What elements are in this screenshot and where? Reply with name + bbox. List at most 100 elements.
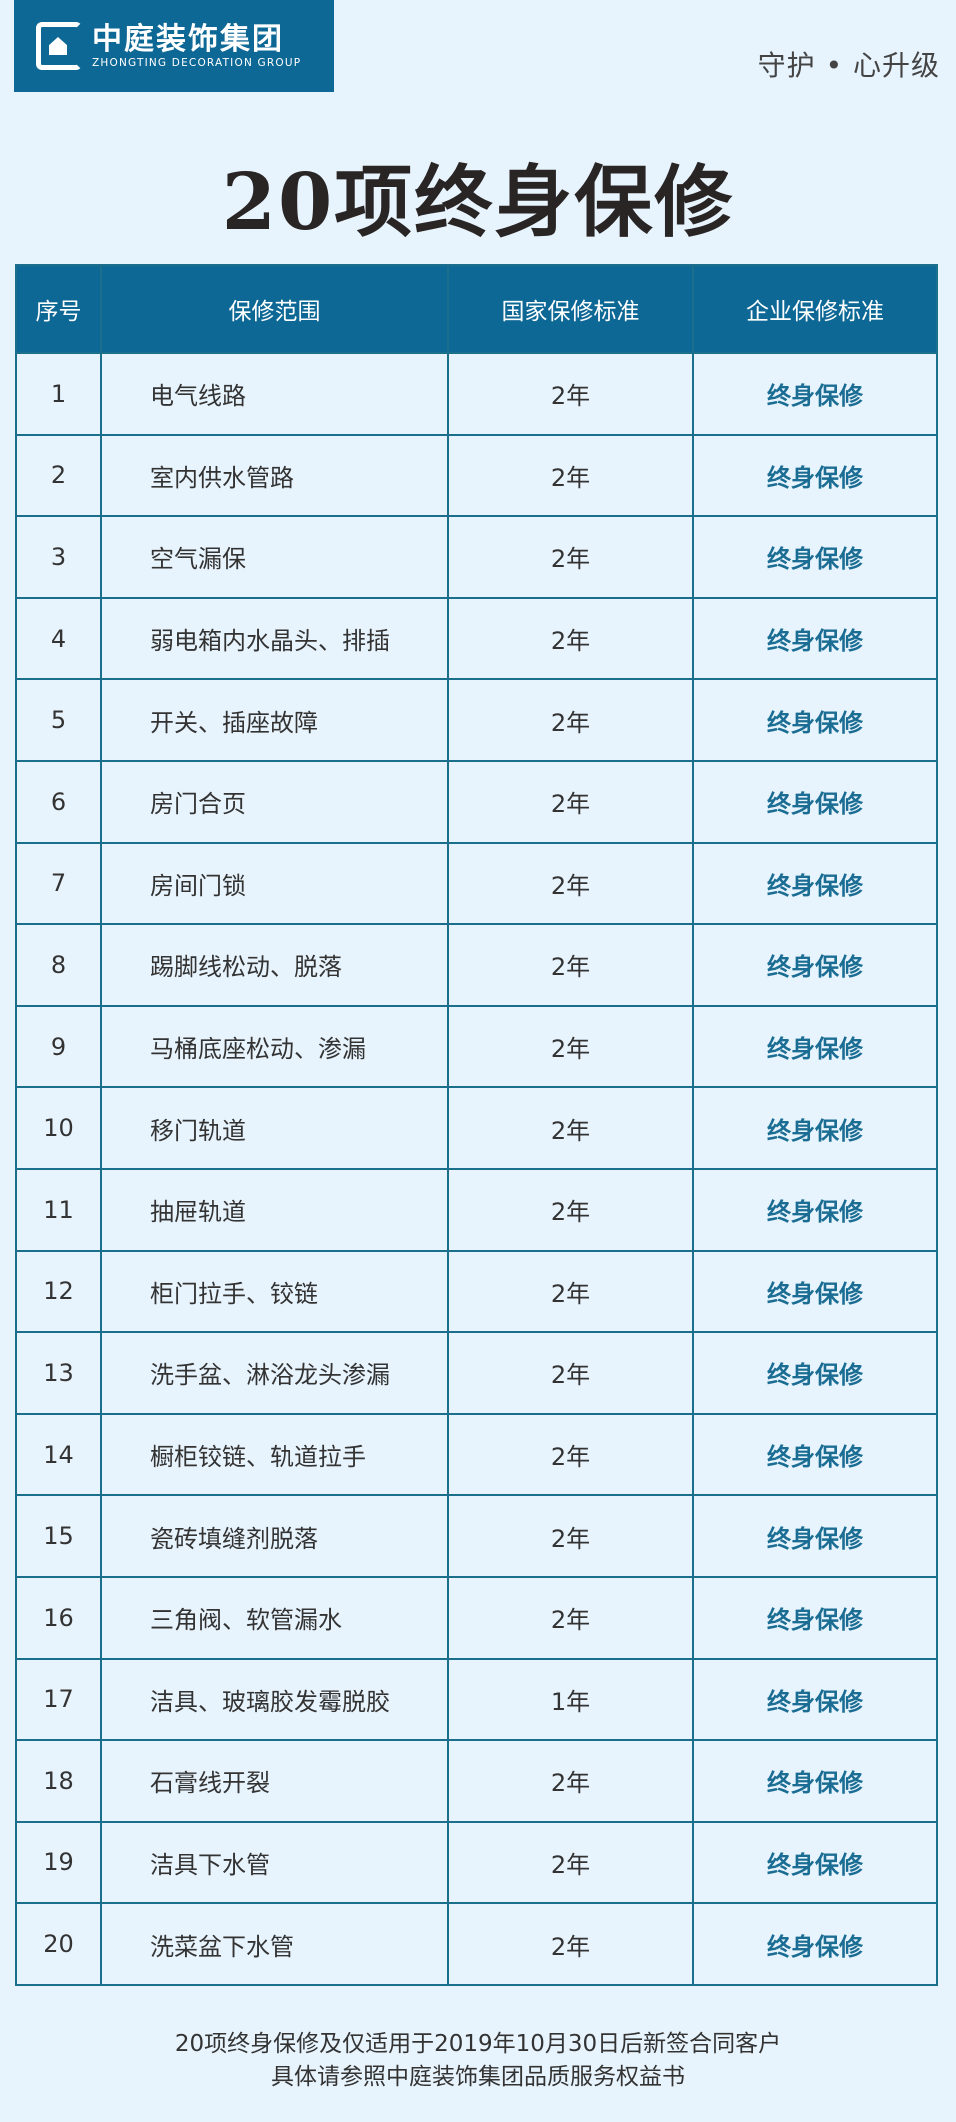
cell-national: 2年 [447, 1412, 694, 1497]
cell-scope: 空气漏保 [100, 515, 449, 599]
cell-scope: 洗手盆、淋浴龙头渗漏 [100, 1331, 449, 1415]
cell-no: 4 [15, 596, 102, 681]
brand-name-en: ZHONGTING DECORATION GROUP [92, 57, 302, 69]
cell-no: 14 [15, 1412, 102, 1497]
cell-no: 7 [15, 841, 102, 926]
table-row: 12 柜门拉手、铰链 2年 终身保修 [15, 1249, 938, 1334]
footer-note: 20项终身保修及仅适用于2019年10月30日后新签合同客户 具体请参照中庭装饰… [0, 2028, 956, 2094]
cell-enterprise: 终身保修 [692, 1739, 938, 1823]
cell-no: 11 [15, 1167, 102, 1252]
cell-scope: 橱柜铰链、轨道拉手 [100, 1412, 449, 1497]
cell-national: 2年 [447, 352, 694, 436]
cell-national: 2年 [447, 433, 694, 518]
cell-scope: 开关、插座故障 [100, 678, 449, 762]
cell-scope: 马桶底座松动、渗漏 [100, 1004, 449, 1089]
cell-enterprise: 终身保修 [692, 923, 938, 1007]
cell-national: 2年 [447, 1575, 694, 1660]
cell-scope: 抽屉轨道 [100, 1167, 449, 1252]
cell-national: 2年 [447, 1004, 694, 1089]
table-header-row: 序号 保修范围 国家保修标准 企业保修标准 [15, 264, 938, 354]
cell-scope: 柜门拉手、铰链 [100, 1249, 449, 1334]
cell-national: 2年 [447, 923, 694, 1007]
cell-no: 20 [15, 1902, 102, 1986]
cell-scope: 洁具下水管 [100, 1820, 449, 1905]
cell-enterprise: 终身保修 [692, 1494, 938, 1578]
page-title: 20项终身保修 [221, 157, 735, 248]
table-row: 2 室内供水管路 2年 终身保修 [15, 433, 938, 518]
cell-enterprise: 终身保修 [692, 1331, 938, 1415]
table-row: 18 石膏线开裂 2年 终身保修 [15, 1739, 938, 1823]
brand-name-cn: 中庭装饰集团 [92, 22, 284, 57]
cell-national: 2年 [447, 1331, 694, 1415]
cell-scope: 电气线路 [100, 352, 449, 436]
cell-national: 2年 [447, 1494, 694, 1578]
cell-national: 1年 [447, 1657, 694, 1742]
tagline: 守护 • 心升级 [757, 49, 940, 82]
cell-no: 5 [15, 678, 102, 762]
header-enterprise: 企业保修标准 [692, 264, 938, 354]
table-row: 10 移门轨道 2年 终身保修 [15, 1086, 938, 1170]
cell-scope: 移门轨道 [100, 1086, 449, 1170]
cell-national: 2年 [447, 841, 694, 926]
cell-national: 2年 [447, 515, 694, 599]
table-row: 8 踢脚线松动、脱落 2年 终身保修 [15, 923, 938, 1007]
cell-scope: 三角阀、软管漏水 [100, 1575, 449, 1660]
cell-scope: 踢脚线松动、脱落 [100, 923, 449, 1007]
cell-no: 2 [15, 433, 102, 518]
table-row: 3 空气漏保 2年 终身保修 [15, 515, 938, 599]
cell-enterprise: 终身保修 [692, 352, 938, 436]
cell-enterprise: 终身保修 [692, 596, 938, 681]
cell-enterprise: 终身保修 [692, 841, 938, 926]
cell-enterprise: 终身保修 [692, 1249, 938, 1334]
cell-enterprise: 终身保修 [692, 1902, 938, 1986]
cell-national: 2年 [447, 1167, 694, 1252]
cell-enterprise: 终身保修 [692, 759, 938, 844]
table-row: 16 三角阀、软管漏水 2年 终身保修 [15, 1575, 938, 1660]
cell-national: 2年 [447, 1086, 694, 1170]
table-row: 9 马桶底座松动、渗漏 2年 终身保修 [15, 1004, 938, 1089]
cell-scope: 房间门锁 [100, 841, 449, 926]
cell-enterprise: 终身保修 [692, 1086, 938, 1170]
table-row: 7 房间门锁 2年 终身保修 [15, 841, 938, 926]
cell-scope: 弱电箱内水晶头、排插 [100, 596, 449, 681]
cell-enterprise: 终身保修 [692, 1575, 938, 1660]
cell-enterprise: 终身保修 [692, 515, 938, 599]
cell-enterprise: 终身保修 [692, 1657, 938, 1742]
header-no: 序号 [15, 264, 102, 354]
warranty-table: 序号 保修范围 国家保修标准 企业保修标准 1 电气线路 2年 终身保修 2 室内供水管路… [15, 264, 938, 1986]
cell-national: 2年 [447, 759, 694, 844]
cell-no: 18 [15, 1739, 102, 1823]
cell-no: 6 [15, 759, 102, 844]
cell-no: 12 [15, 1249, 102, 1334]
cell-scope: 石膏线开裂 [100, 1739, 449, 1823]
cell-enterprise: 终身保修 [692, 433, 938, 518]
cell-scope: 洁具、玻璃胶发霉脱胶 [100, 1657, 449, 1742]
cell-scope: 房门合页 [100, 759, 449, 844]
cell-national: 2年 [447, 1739, 694, 1823]
table-row: 19 洁具下水管 2年 终身保修 [15, 1820, 938, 1905]
cell-no: 8 [15, 923, 102, 1007]
cell-no: 9 [15, 1004, 102, 1089]
table-row: 4 弱电箱内水晶头、排插 2年 终身保修 [15, 596, 938, 681]
table-row: 13 洗手盆、淋浴龙头渗漏 2年 终身保修 [15, 1331, 938, 1415]
cell-national: 2年 [447, 1820, 694, 1905]
cell-no: 1 [15, 352, 102, 436]
cell-no: 15 [15, 1494, 102, 1578]
cell-no: 13 [15, 1331, 102, 1415]
table-row: 17 洁具、玻璃胶发霉脱胶 1年 终身保修 [15, 1657, 938, 1742]
house-logo-icon [36, 22, 82, 70]
cell-scope: 室内供水管路 [100, 433, 449, 518]
table-row: 1 电气线路 2年 终身保修 [15, 352, 938, 436]
cell-scope: 洗菜盆下水管 [100, 1902, 449, 1986]
table-row: 20 洗菜盆下水管 2年 终身保修 [15, 1902, 938, 1986]
cell-enterprise: 终身保修 [692, 1820, 938, 1905]
cell-no: 16 [15, 1575, 102, 1660]
header-scope: 保修范围 [100, 264, 449, 354]
cell-no: 19 [15, 1820, 102, 1905]
cell-enterprise: 终身保修 [692, 1412, 938, 1497]
cell-scope: 瓷砖填缝剂脱落 [100, 1494, 449, 1578]
cell-enterprise: 终身保修 [692, 678, 938, 762]
footer-line-2: 具体请参照中庭装饰集团品质服务权益书 [271, 2064, 685, 2090]
header-national: 国家保修标准 [447, 264, 694, 354]
table-row: 15 瓷砖填缝剂脱落 2年 终身保修 [15, 1494, 938, 1578]
